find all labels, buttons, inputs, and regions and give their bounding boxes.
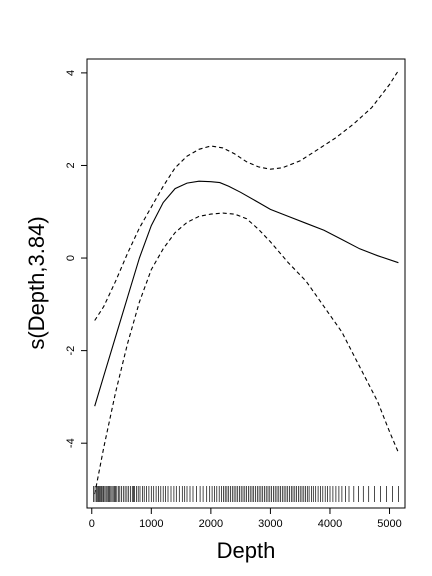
series-layer (94, 70, 399, 495)
x-tick-label: 4000 (318, 518, 342, 530)
y-tick-label: 0 (65, 255, 77, 261)
x-axis: 0 1000 2000 3000 4000 5000 (89, 508, 402, 530)
x-tick-label: 0 (89, 518, 95, 530)
smooth-fit-line (94, 180, 399, 407)
plot-frame (86, 58, 406, 509)
y-tick-label: -2 (65, 346, 77, 356)
confidence-band-line-2 (94, 212, 399, 495)
x-axis-title: Depth (217, 538, 276, 563)
rug-layer (93, 486, 399, 502)
y-tick-label: -4 (65, 438, 77, 448)
x-tick-label: 1000 (139, 518, 163, 530)
x-tick-label: 3000 (258, 518, 282, 530)
y-axis-title: s(Depth,3.84) (24, 216, 49, 349)
y-axis: -4 -2 0 2 4 (65, 70, 87, 448)
y-tick-label: 2 (65, 162, 77, 168)
x-tick-label: 5000 (377, 518, 401, 530)
confidence-band-line-1 (94, 70, 399, 321)
y-tick-label: 4 (65, 70, 77, 76)
x-tick-label: 2000 (199, 518, 223, 530)
